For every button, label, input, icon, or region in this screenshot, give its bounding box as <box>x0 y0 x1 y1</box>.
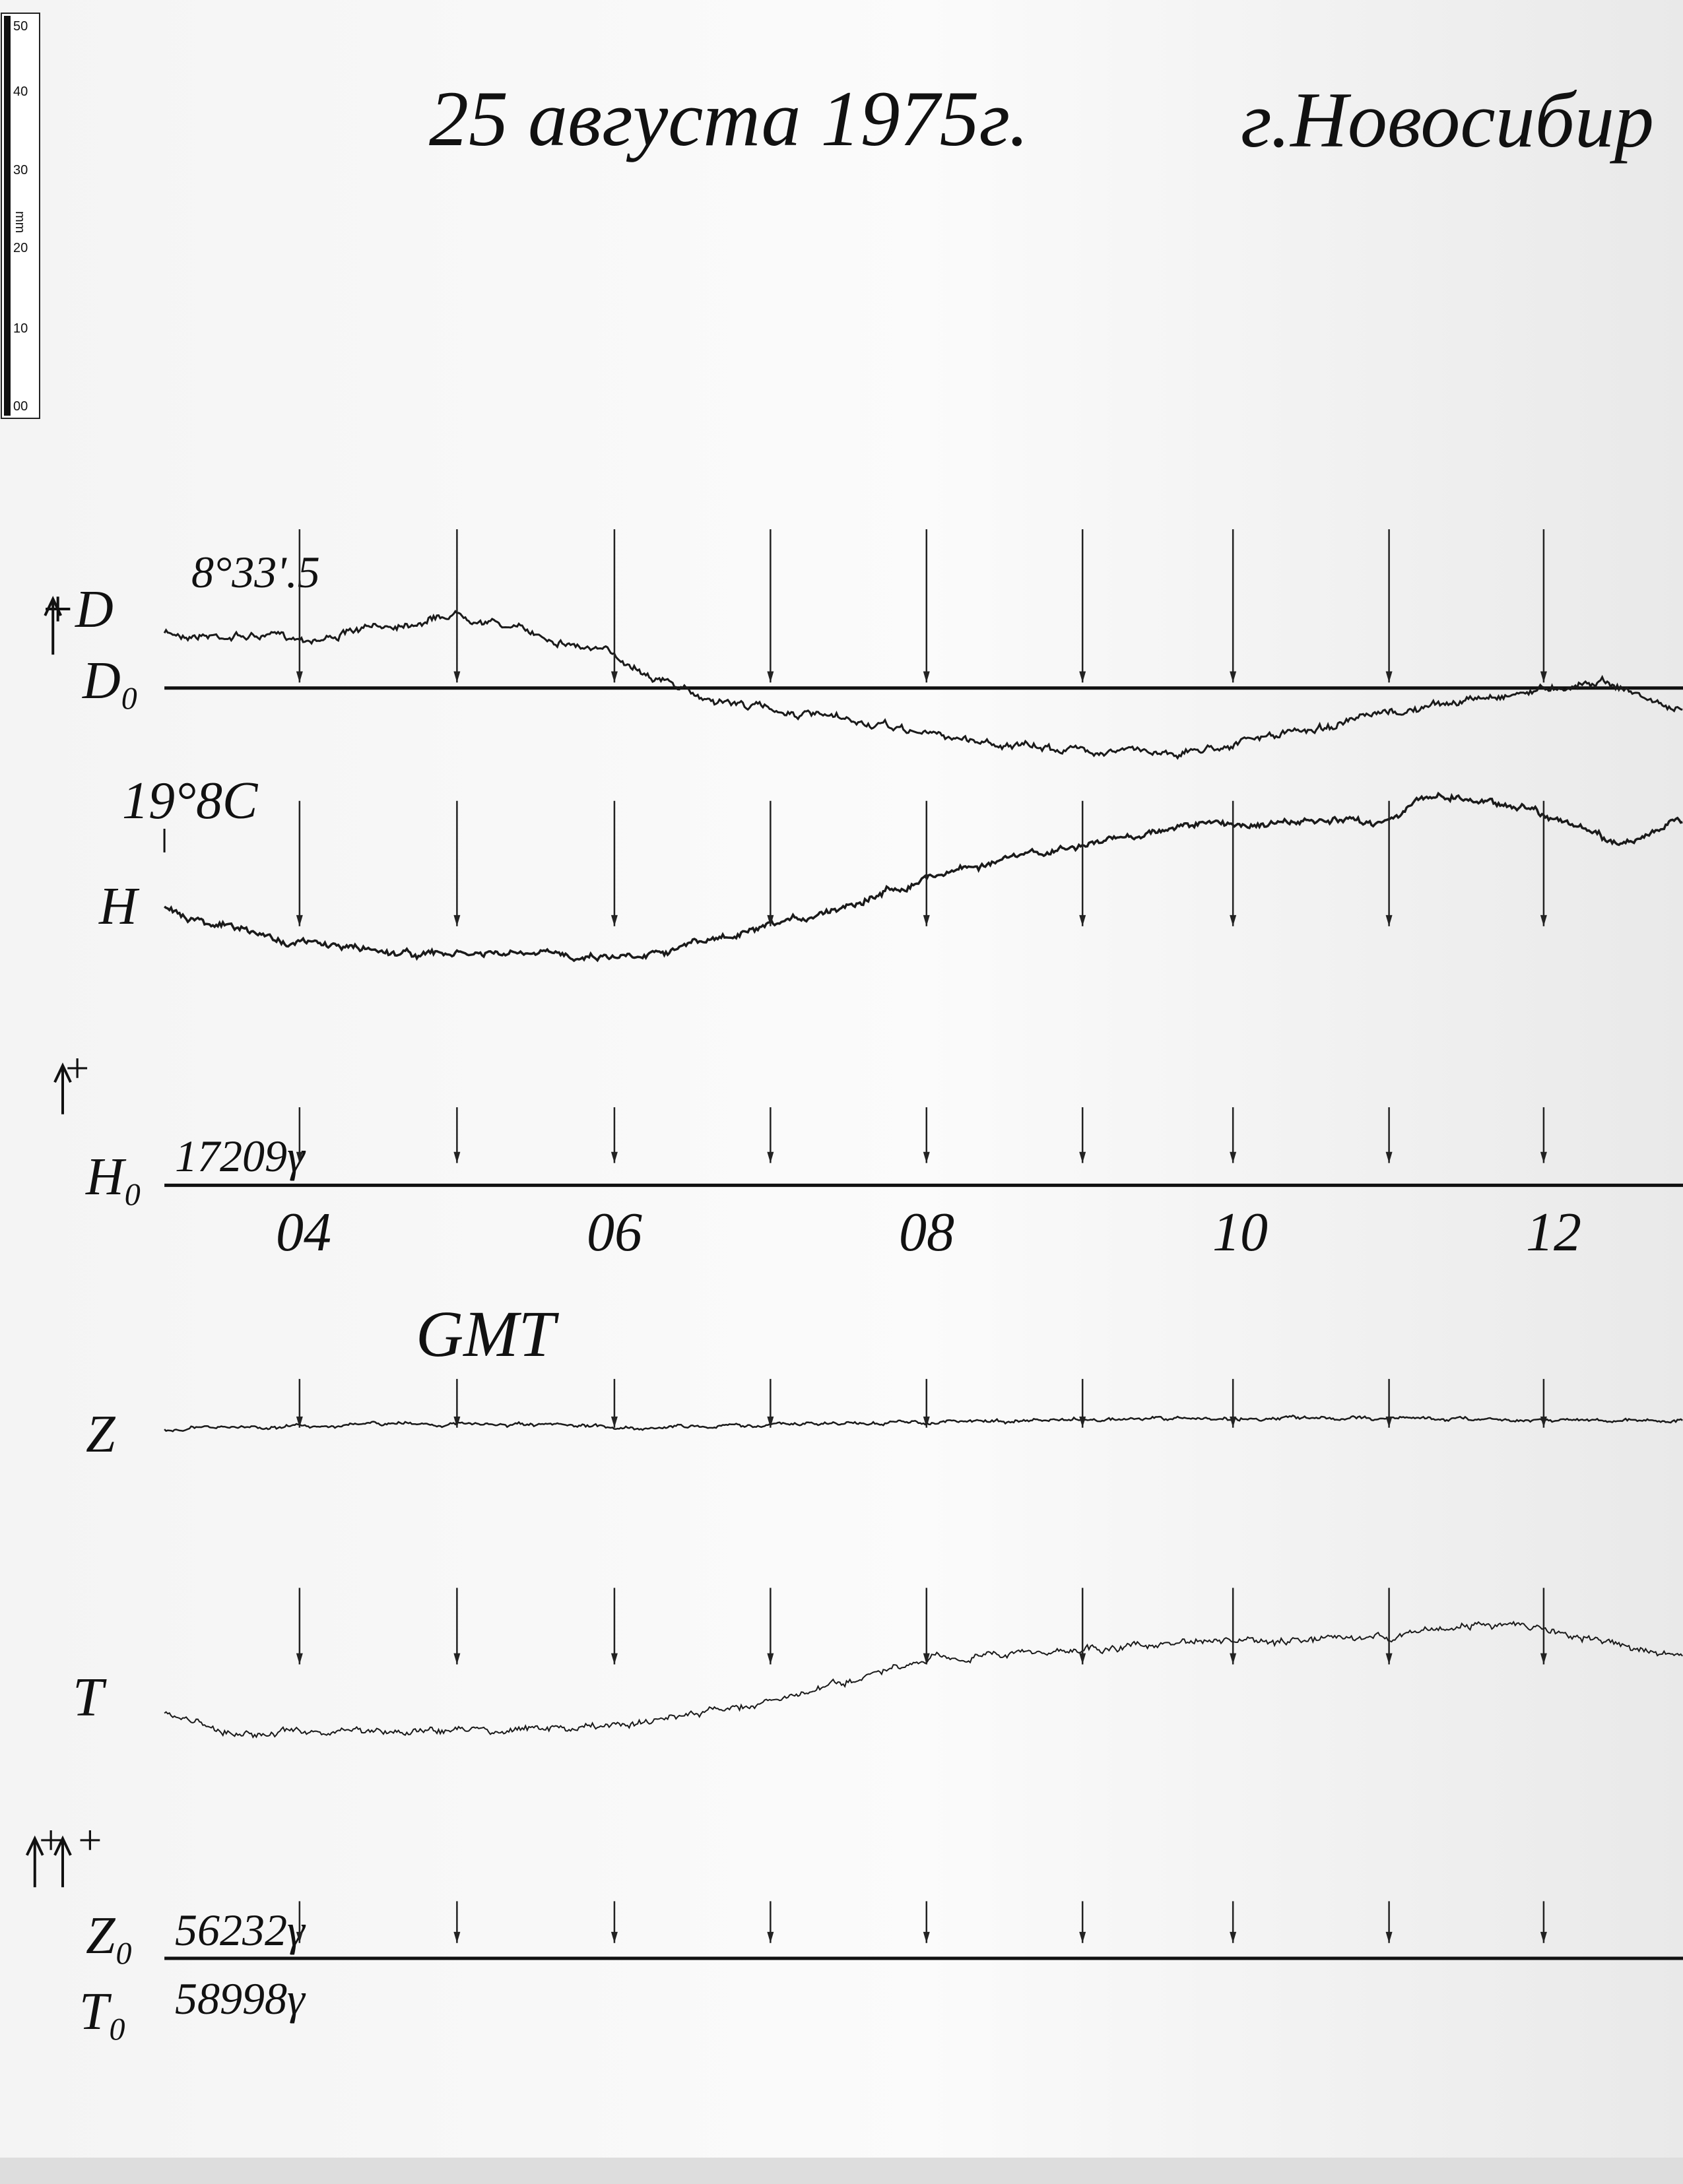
hour-tick-arrow <box>767 915 774 926</box>
hour-tick-arrow <box>1385 671 1393 683</box>
h-base-value: 17209γ <box>175 1131 306 1181</box>
hour-tick-arrow <box>767 1653 774 1665</box>
hour-tick-arrow <box>1385 1653 1393 1665</box>
ruler-label: 00 <box>13 399 28 414</box>
ruler-label: 10 <box>13 321 28 336</box>
hour-tick-arrow <box>767 1931 774 1943</box>
hour-tick-arrow <box>1385 915 1393 926</box>
hour-tick-arrow <box>610 1931 618 1943</box>
hour-label: 04 <box>276 1202 331 1263</box>
hour-tick-arrow <box>453 1151 461 1163</box>
hour-tick-arrow <box>1230 915 1237 926</box>
hour-tick-arrow <box>923 1931 930 1943</box>
hour-tick-arrow <box>1079 1416 1086 1428</box>
ruler-label: 20 <box>13 241 28 255</box>
hour-tick-arrow <box>767 1416 774 1428</box>
ruler-label: 40 <box>13 84 28 99</box>
hour-tick-arrow <box>296 671 303 683</box>
hour-label: 08 <box>899 1202 954 1263</box>
hour-tick-arrow <box>923 1151 930 1163</box>
t-label: T <box>73 1667 107 1728</box>
hour-tick-arrow <box>767 671 774 683</box>
hour-tick-arrow <box>453 1931 461 1943</box>
temperature: 19°8C <box>122 772 259 830</box>
hour-tick-arrow <box>1230 1416 1237 1428</box>
hour-tick-arrow <box>1385 1151 1393 1163</box>
hour-tick-arrow <box>296 915 303 926</box>
hour-tick-arrow <box>1540 1151 1547 1163</box>
hour-tick-arrow <box>923 671 930 683</box>
ruler-bar <box>4 16 11 416</box>
hour-tick-arrow <box>923 1416 930 1428</box>
time-zone: GMT <box>416 1297 560 1370</box>
hour-tick-arrow <box>1540 915 1547 926</box>
hour-tick-arrow <box>1540 1416 1547 1428</box>
h-label: H <box>98 878 140 936</box>
place-title: г.Новосибир <box>1241 76 1654 164</box>
hour-tick-arrow <box>1540 671 1547 683</box>
sign-arrow-head <box>44 596 63 616</box>
hour-tick-arrow <box>1079 1151 1086 1163</box>
sign-arrow-head <box>25 1835 44 1856</box>
hour-tick-arrow <box>453 671 461 683</box>
hour-tick-arrow <box>923 1653 930 1665</box>
hour-label: 12 <box>1526 1202 1581 1263</box>
sign-arrow-head <box>53 1835 72 1856</box>
hour-tick-arrow <box>1385 1931 1393 1943</box>
z-base-label: Z₀ <box>86 1907 133 1965</box>
h-trace <box>164 791 1683 963</box>
hour-tick-arrow <box>610 1151 618 1163</box>
hour-tick-arrow <box>923 915 930 926</box>
hour-tick-arrow <box>1230 1931 1237 1943</box>
hour-tick-arrow <box>1230 1151 1237 1163</box>
hour-tick-arrow <box>767 1151 774 1163</box>
hour-tick-arrow <box>296 1653 303 1665</box>
d-label: +D <box>40 581 114 639</box>
ruler-label: 30 <box>13 163 28 177</box>
d-base-label: D₀ <box>82 652 139 710</box>
hour-tick-arrow <box>1079 1931 1086 1943</box>
d-base-value: 8°33'.5 <box>191 547 320 597</box>
hour-tick-arrow <box>1385 1416 1393 1428</box>
hour-tick-arrow <box>610 671 618 683</box>
hour-label: 10 <box>1212 1202 1268 1263</box>
z-label: Z <box>86 1405 116 1463</box>
z-trace <box>164 1414 1683 1432</box>
hour-tick-arrow <box>1230 1653 1237 1665</box>
hour-tick-arrow <box>453 915 461 926</box>
hour-tick-arrow <box>1540 1931 1547 1943</box>
t-base-value: 58998γ <box>175 1974 306 2024</box>
t-base-label: T₀ <box>79 1983 127 2041</box>
hour-tick-arrow <box>1540 1653 1547 1665</box>
hour-tick-arrow <box>610 1416 618 1428</box>
hour-label: 06 <box>587 1202 642 1263</box>
hour-tick-arrow <box>610 1653 618 1665</box>
hour-tick-arrow <box>453 1653 461 1665</box>
hour-tick-arrow <box>296 1151 303 1163</box>
h-sign: + <box>63 1044 91 1091</box>
hour-tick-arrow <box>453 1416 461 1428</box>
h-base-label: H₀ <box>85 1148 143 1206</box>
hour-tick-arrow <box>1230 671 1237 683</box>
d-trace <box>163 610 1683 760</box>
paper-edge <box>0 2158 1683 2184</box>
ruler-label: 50 <box>13 19 28 34</box>
date-title: 25 августа 1975г. <box>429 75 1029 162</box>
zt-signs: + + <box>36 1816 104 1863</box>
sign-arrow-head <box>53 1062 72 1083</box>
hour-tick-arrow <box>1079 915 1086 926</box>
z-base-value: 56232γ <box>175 1905 306 1955</box>
hour-tick-arrow <box>296 1931 303 1943</box>
hour-tick-arrow <box>1079 1653 1086 1665</box>
hour-tick-arrow <box>610 915 618 926</box>
hour-tick-arrow <box>1079 671 1086 683</box>
ruler-unit: mm <box>13 211 27 233</box>
hour-tick-arrow <box>296 1416 303 1428</box>
t-trace <box>164 1621 1683 1739</box>
